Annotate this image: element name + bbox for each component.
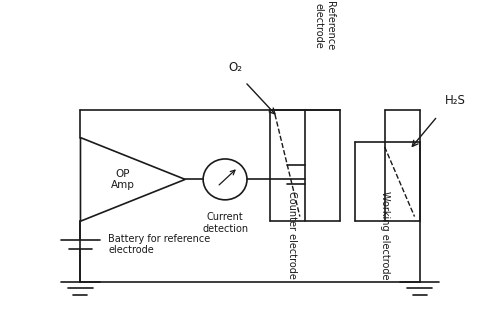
Text: OP
Amp: OP Amp xyxy=(111,168,135,190)
Text: Working electrode: Working electrode xyxy=(380,191,390,279)
Text: O₂: O₂ xyxy=(228,61,242,75)
Text: Battery for reference
electrode: Battery for reference electrode xyxy=(108,234,210,255)
Text: Counter electrode: Counter electrode xyxy=(287,191,297,279)
Text: Current
detection: Current detection xyxy=(202,212,248,233)
Text: Reference
electrode: Reference electrode xyxy=(313,2,335,51)
Text: H₂S: H₂S xyxy=(444,94,466,107)
